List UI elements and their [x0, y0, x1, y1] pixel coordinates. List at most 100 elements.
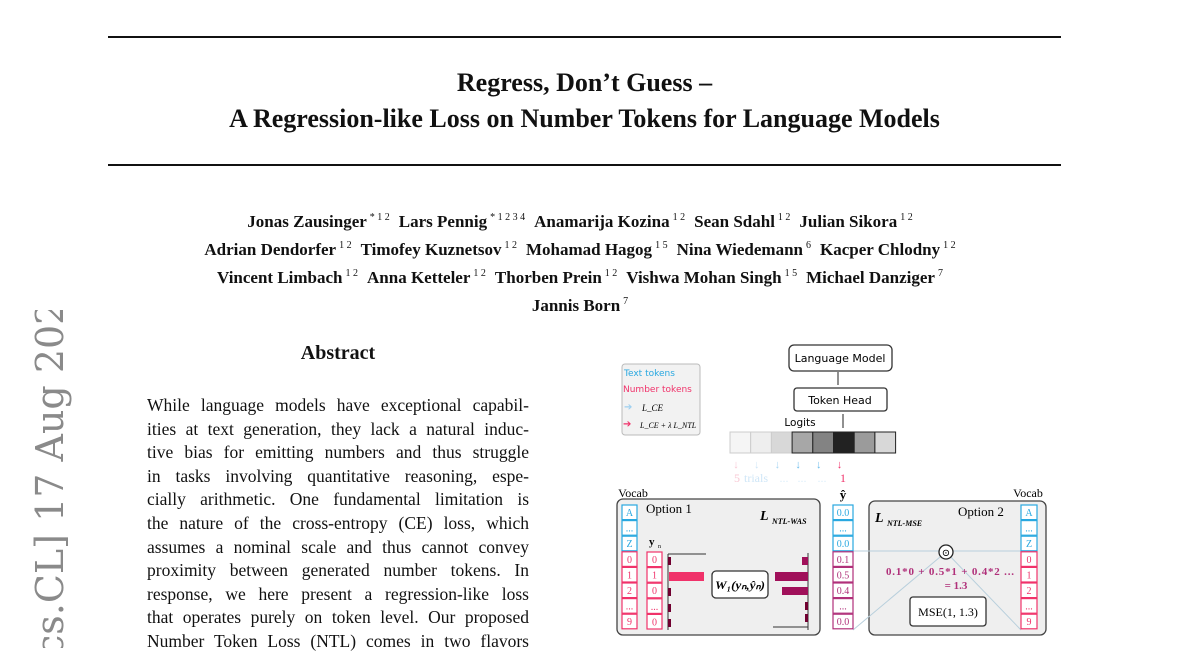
option1-loss-sub: NTL-WAS — [771, 517, 807, 526]
token-head-box — [793, 387, 888, 412]
abstract-line: assumes a nominal scale and thus cannot … — [147, 536, 529, 557]
target-bar-zero — [668, 604, 671, 612]
pred-bar — [775, 572, 808, 581]
y-hat-cell — [832, 597, 854, 614]
option1-label: Option 1 — [646, 501, 692, 516]
logit-cell — [750, 431, 772, 454]
abstract-line: cially arithmetic. One fundamental limit… — [147, 489, 529, 510]
author-affiliation: 1 2 — [943, 240, 956, 251]
pred-bar — [782, 587, 808, 595]
decoded-token: ... — [818, 471, 827, 485]
author-name: Sean Sdahl — [694, 212, 775, 231]
yn-cell — [646, 598, 663, 614]
legend-ce-ntl: L_CE + λ L_NTL — [639, 421, 697, 430]
author-name: Jonas Zausinger — [247, 212, 367, 231]
vocab-left-value: 0 — [627, 555, 632, 566]
y-hat-value: 0.0 — [837, 508, 850, 519]
logits-label: Logits — [784, 417, 815, 429]
author-affiliation: 1 2 — [473, 268, 486, 279]
option1-loss: L — [759, 509, 769, 524]
vocab-right-cell — [1020, 535, 1038, 552]
down-arrow-icon: ↓ — [816, 459, 822, 471]
language-model-box — [788, 344, 893, 372]
y-hat-cell — [832, 582, 854, 599]
author-name: Nina Wiedemann — [676, 240, 803, 259]
vocab-right-value: A — [1025, 508, 1033, 519]
token-head-label: Token Head — [807, 394, 872, 407]
vocab-left-value: A — [626, 508, 634, 519]
logit-cell — [770, 431, 793, 454]
logit-cell — [791, 431, 814, 454]
connector — [852, 551, 947, 631]
author-affiliation: 7 — [623, 296, 629, 307]
yn-cell — [646, 566, 663, 583]
vocab-right-cell — [1020, 551, 1038, 567]
weighted-sum: 0.1*0 + 0.5*1 + 0.4*2 ... — [886, 566, 1014, 578]
y-hat-value: 0.5 — [837, 570, 850, 581]
abstract-line: While language models have exceptional c… — [147, 395, 529, 415]
yn-value: 0 — [652, 586, 657, 597]
down-arrow-icon: ↓ — [775, 459, 781, 471]
yn-cell — [646, 582, 663, 599]
y-hat-cell — [832, 519, 854, 536]
author-affiliation: 1 2 — [900, 212, 913, 223]
vocab-left-cell — [621, 566, 638, 583]
logit-cell — [853, 431, 876, 454]
y-hat-cell — [832, 504, 854, 521]
target-bar-zero — [668, 588, 671, 596]
author-affiliation: 1 2 — [339, 240, 352, 251]
y-hat-value: 0.1 — [837, 555, 850, 566]
abstract-text: While language models have exceptional c… — [147, 394, 529, 654]
vocab-left-cell — [621, 551, 638, 567]
target-bar-zero — [668, 557, 671, 565]
option2-loss: L — [874, 511, 884, 526]
weighted-sum-result: = 1.3 — [945, 580, 968, 592]
vocab-label-right: Vocab — [1013, 486, 1043, 500]
abstract-heading: Abstract — [300, 342, 376, 364]
target-bar-zero — [668, 619, 671, 627]
abstract-line: response, we here present a regression-l… — [147, 583, 529, 604]
author-name: Anamarija Kozina — [534, 212, 670, 231]
abstract-line: tive bias for emitting numbers and thus … — [147, 442, 529, 463]
vocab-right-value: 0 — [1027, 555, 1032, 566]
author-affiliation: 6 — [806, 240, 811, 251]
legend-box — [621, 363, 701, 436]
decoded-token: 5 — [734, 471, 740, 485]
y-hat-value: 0.0 — [837, 539, 850, 550]
yn-value: 0 — [652, 555, 657, 566]
decoded-token: 1 — [840, 471, 846, 485]
yn-value: 0 — [652, 617, 657, 628]
author-name: Lars Pennig — [398, 212, 488, 231]
option2-label: Option 2 — [958, 504, 1004, 519]
author-line: Jannis Born 7 — [108, 290, 1061, 318]
author-affiliation: 1 2 — [345, 268, 359, 279]
yn-value: 1 — [652, 571, 657, 582]
y-hat-cell — [832, 613, 854, 630]
author-affiliation: * 1 2 — [369, 212, 390, 223]
legend-text-tokens: Text tokens — [623, 369, 675, 379]
author-name: Anna Ketteler — [367, 268, 471, 287]
vocab-left-value: ... — [626, 602, 634, 613]
author-list: Jonas Zausinger * 1 2 Lars Pennig * 1 2 3 4… — [108, 206, 1061, 318]
y-hat-cell — [832, 566, 854, 583]
bottom-rule — [108, 164, 1061, 166]
author-name: Vincent Limbach — [217, 268, 343, 287]
vocab-left-value: 9 — [627, 617, 632, 628]
decoded-token: ... — [780, 471, 789, 485]
y-hat-label: ŷ — [840, 487, 847, 502]
vocab-right-cell — [1020, 504, 1038, 521]
vocab-left-value: ... — [626, 524, 634, 535]
vocab-left-cell — [621, 504, 638, 521]
author-affiliation: 1 5 — [784, 268, 798, 279]
abstract-line: proximity between generated number token… — [147, 560, 529, 581]
author-affiliation: 7 — [937, 268, 943, 279]
abstract-line: the nature of the cross-entropy (CE) los… — [147, 512, 529, 533]
author-name: Thorben Prein — [494, 268, 602, 287]
down-arrow-icon: ↓ — [733, 459, 739, 471]
wasserstein-box — [711, 570, 769, 599]
vocab-label-left: Vocab — [618, 486, 648, 500]
abstract-line: in tasks involving quantitative reasonin… — [147, 465, 529, 486]
paper-title-line1: Regress, Don’t Guess – — [456, 68, 713, 97]
